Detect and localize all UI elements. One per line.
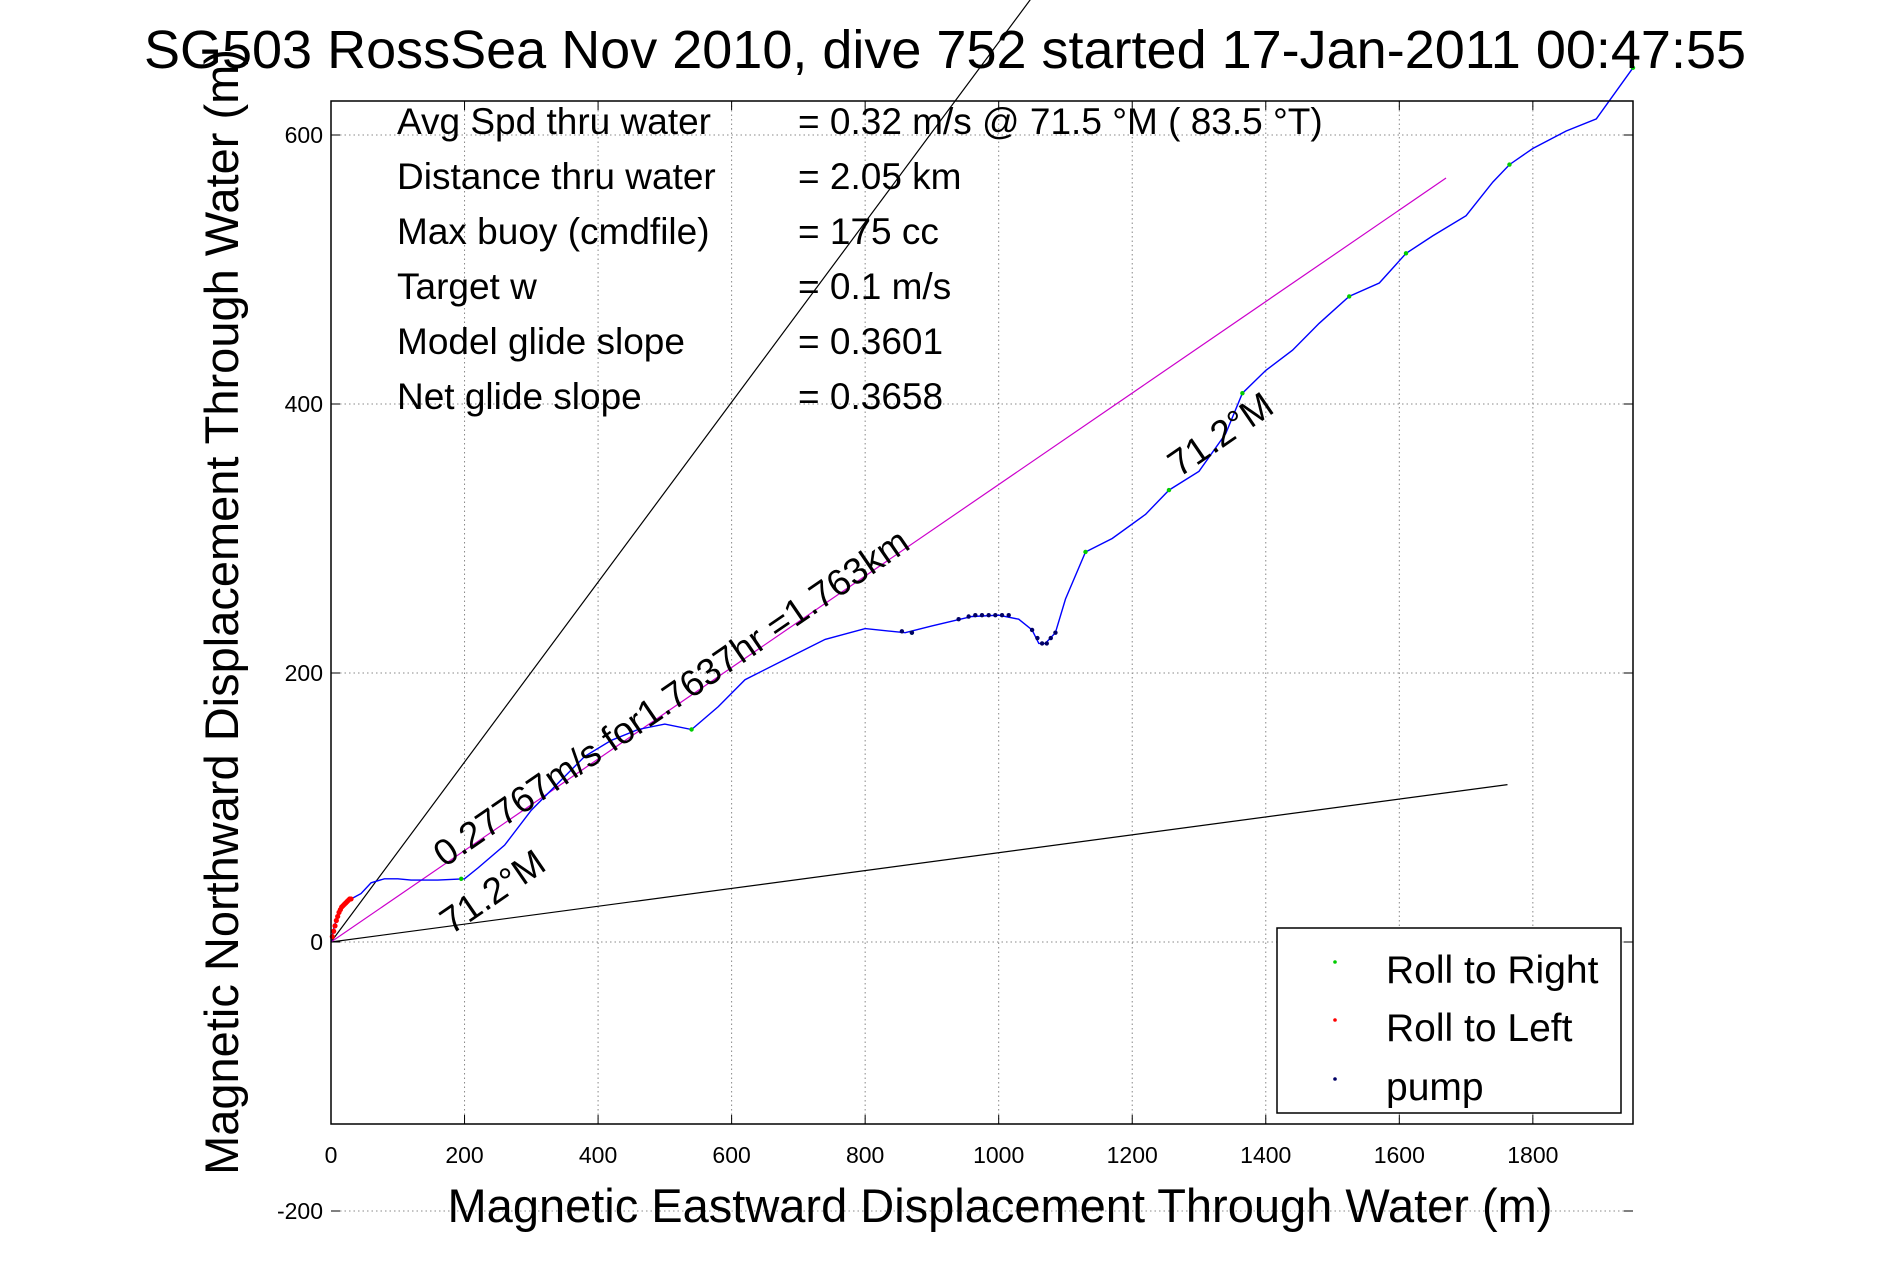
x-axis-label: Magnetic Eastward Displacement Through W… xyxy=(448,1179,1553,1232)
reference-line xyxy=(330,177,1447,943)
stat-value: = 175 cc xyxy=(798,211,939,252)
pump-marker xyxy=(973,612,978,618)
pump-marker xyxy=(966,614,971,619)
y-axis-ticks: -200 0 200 400 600 800 1000 1200 xyxy=(277,122,1633,1224)
stat-value: = 0.1 m/s xyxy=(798,266,951,307)
roll-right-marker xyxy=(1507,162,1512,167)
stat-label: Distance thru water xyxy=(397,156,716,197)
pump-marker xyxy=(1006,612,1011,618)
stat-value: = 0.32 m/s @ 71.5 °M ( 83.5 °T) xyxy=(798,101,1323,142)
stat-label: Avg Spd thru water xyxy=(397,101,711,142)
x-tick-label: 600 xyxy=(712,1142,750,1168)
stat-value: = 0.3601 xyxy=(798,321,943,362)
pump-marker xyxy=(1053,630,1058,635)
reference-lines xyxy=(330,0,1508,943)
stat-label: Target w xyxy=(397,266,537,307)
roll-left-marker xyxy=(348,896,354,902)
y-tick-label: 0 xyxy=(310,929,323,955)
x-tick-label: 400 xyxy=(579,1142,617,1168)
track-line xyxy=(330,67,1634,943)
pump-marker xyxy=(999,612,1005,618)
stat-label: Net glide slope xyxy=(397,376,642,417)
stat-value: = 0.3658 xyxy=(798,376,943,417)
roll-right-marker xyxy=(689,727,694,732)
pump-marker xyxy=(986,612,991,618)
pump-marker xyxy=(909,630,915,635)
pump-marker xyxy=(1039,641,1045,646)
legend-label-roll-right: Roll to Right xyxy=(1386,949,1599,992)
reference-line xyxy=(330,0,1031,943)
legend-marker-roll-right xyxy=(1333,960,1337,964)
stat-value: = 2.05 km xyxy=(798,156,962,197)
x-tick-label: 1200 xyxy=(1107,1142,1158,1168)
x-tick-label: 1000 xyxy=(973,1142,1024,1168)
x-tick-label: 1800 xyxy=(1507,1142,1558,1168)
pump-marker xyxy=(979,612,985,618)
x-tick-label: 0 xyxy=(325,1142,338,1168)
roll-right-marker xyxy=(459,876,464,881)
roll-left-marker xyxy=(335,913,341,920)
legend-label-pump: pump xyxy=(1386,1066,1484,1109)
reference-line xyxy=(330,784,1508,943)
x-tick-label: 800 xyxy=(846,1142,884,1168)
pump-marker xyxy=(899,629,905,634)
legend-label-roll-left: Roll to Left xyxy=(1386,1007,1573,1050)
y-tick-label: 400 xyxy=(285,391,323,417)
y-tick-label: 600 xyxy=(285,122,323,148)
x-axis-ticks: 0 200 400 600 800 1000 1200 1400 1600 1800 xyxy=(325,101,1558,1168)
roll-left-marker xyxy=(331,928,337,934)
stat-label: Max buoy (cmdfile) xyxy=(397,211,710,252)
roll-right-marker xyxy=(1347,294,1352,299)
roll-right-marker xyxy=(1083,549,1088,555)
roll-right-marker xyxy=(1240,391,1245,396)
legend: Roll to Right Roll to Left pump xyxy=(1276,927,1622,1114)
roll-left-marker xyxy=(332,923,338,929)
pump-marker xyxy=(1035,635,1040,641)
roll-right-marker xyxy=(1166,487,1172,493)
roll-right-marker xyxy=(1403,251,1409,256)
y-axis-label: Magnetic Northward Displacement Through … xyxy=(195,49,248,1175)
stat-label: Model glide slope xyxy=(397,321,685,362)
y-tick-label: 200 xyxy=(285,660,323,686)
legend-marker-pump xyxy=(1333,1077,1337,1081)
pump-marker xyxy=(1029,627,1035,633)
x-tick-label: 1600 xyxy=(1374,1142,1425,1168)
stats-block: Avg Spd thru water = 0.32 m/s @ 71.5 °M (… xyxy=(397,101,1323,417)
pump-marker xyxy=(956,617,961,622)
pump-marker xyxy=(993,612,998,618)
x-tick-label: 200 xyxy=(445,1142,483,1168)
roll-right-marker xyxy=(1630,65,1636,70)
legend-marker-roll-left xyxy=(1333,1018,1337,1022)
plot-frame xyxy=(330,100,1634,1125)
chart-title: SG503 RossSea Nov 2010, dive 752 started… xyxy=(144,20,1746,80)
y-tick-label: -200 xyxy=(277,1198,323,1224)
pump-marker xyxy=(1048,635,1053,641)
track-series xyxy=(330,67,1634,943)
roll-left-marker xyxy=(333,917,339,924)
x-tick-label: 1400 xyxy=(1240,1142,1291,1168)
pump-marker xyxy=(1044,641,1049,646)
